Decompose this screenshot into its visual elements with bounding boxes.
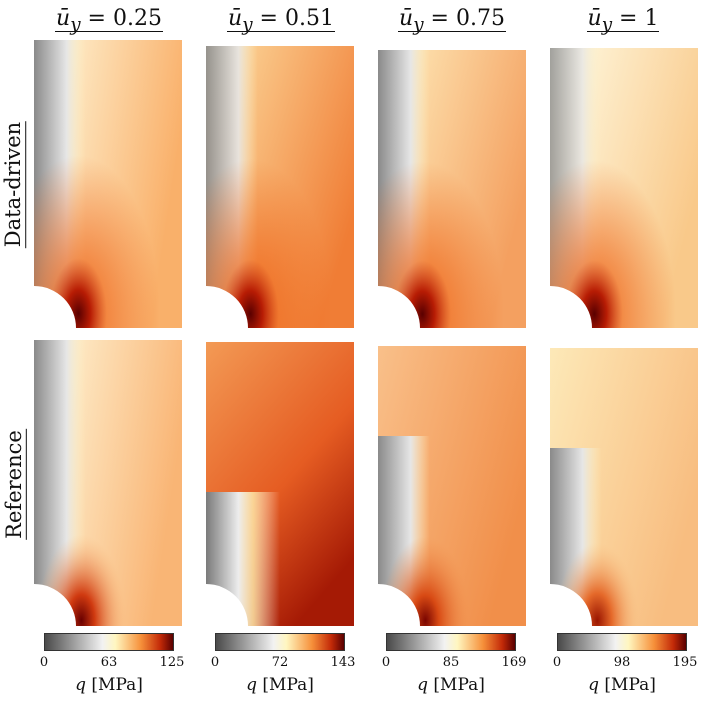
colorbar-1-tick-mid: 63 — [100, 655, 118, 670]
column-title-2: ūy = 0.51 — [227, 6, 335, 36]
colorbar-4-tick-mid: 98 — [613, 655, 631, 670]
colorbar-3 — [386, 633, 516, 651]
field-plot-data-driven-1 — [34, 40, 182, 328]
colorbar-1 — [44, 633, 174, 651]
field-plot-data-driven-2 — [206, 46, 354, 328]
colorbar-3-label: q [MPa] — [417, 675, 485, 695]
row-label-data-driven: Data-driven — [1, 120, 27, 248]
field-plot-reference-4 — [550, 348, 698, 626]
colorbar-4 — [557, 633, 687, 651]
column-title-3: ūy = 0.75 — [398, 6, 506, 36]
colorbar-1-tick-max: 125 — [159, 655, 185, 670]
colorbar-1-label: q [MPa] — [75, 675, 143, 695]
field-plot-data-driven-3 — [378, 50, 526, 328]
field-plot-reference-2 — [206, 342, 354, 626]
colorbar-3-tick-mid: 85 — [442, 655, 460, 670]
colorbar-4-tick-min: 0 — [552, 655, 562, 670]
colorbar-2 — [215, 633, 345, 651]
colorbar-4-label: q [MPa] — [588, 675, 656, 695]
colorbar-3-tick-min: 0 — [381, 655, 391, 670]
colorbar-2-tick-max: 143 — [330, 655, 356, 670]
field-plot-reference-1 — [34, 340, 182, 626]
row-label-reference: Reference — [1, 428, 27, 540]
colorbar-1-tick-min: 0 — [39, 655, 49, 670]
column-title-1: ūy = 0.25 — [55, 6, 163, 36]
column-title-4: ūy = 1 — [586, 6, 660, 36]
field-plot-data-driven-4 — [550, 48, 698, 328]
colorbar-4-tick-max: 195 — [672, 655, 698, 670]
field-plot-reference-3 — [378, 346, 526, 626]
colorbar-3-tick-max: 169 — [501, 655, 527, 670]
colorbar-2-label: q [MPa] — [246, 675, 314, 695]
colorbar-2-tick-mid: 72 — [271, 655, 289, 670]
colorbar-2-tick-min: 0 — [210, 655, 220, 670]
